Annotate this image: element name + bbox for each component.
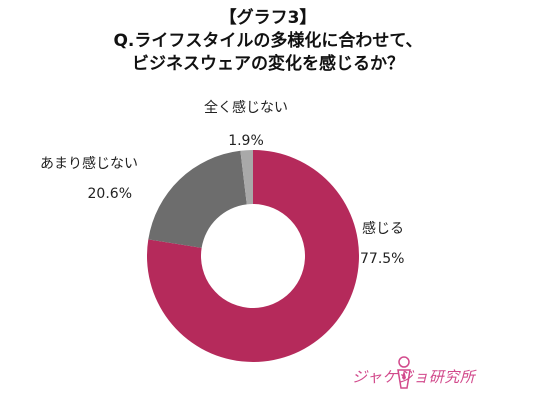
question-line-2: ビジネスウェアの変化を感じるか？	[132, 54, 404, 74]
value-label-2: 20.6%	[88, 186, 132, 202]
graph-label: 【グラフ3】	[219, 8, 317, 28]
value-label-1: 77.5%	[360, 251, 404, 267]
woman-icon	[397, 356, 411, 389]
question-line-1: Q.ライフスタイルの多様化に合わせて、	[113, 31, 423, 51]
category-label-2: あまり感じない	[40, 155, 138, 172]
logo-text: ジャケジョ研究所	[352, 368, 476, 386]
slice-1	[147, 150, 359, 362]
category-label-1: 感じる	[362, 220, 404, 237]
brand-logo: ジャケジョ研究所	[352, 356, 502, 396]
category-label-3: 全く感じない	[204, 99, 288, 116]
value-label-3: 1.9%	[228, 133, 264, 149]
chart-title: 【グラフ3】 Q.ライフスタイルの多様化に合わせて、 ビジネスウェアの変化を感じ…	[0, 6, 536, 76]
slice-2	[148, 150, 247, 248]
slice-3	[240, 150, 253, 205]
